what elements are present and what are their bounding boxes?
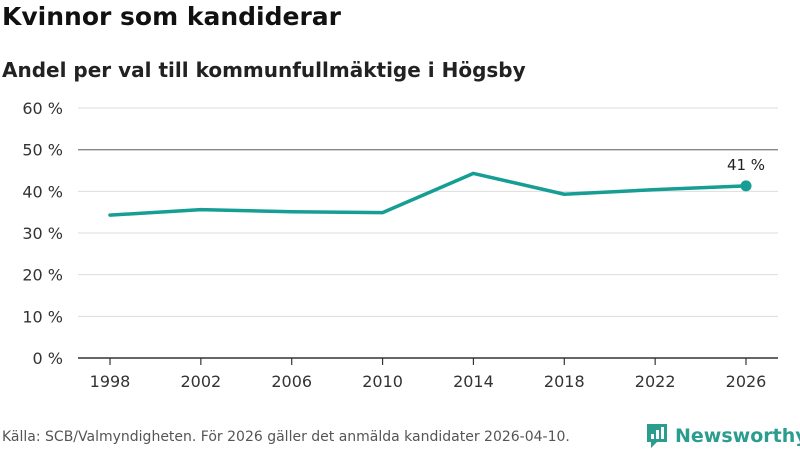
y-tick-label: 10 %	[22, 307, 63, 326]
chart-title: Kvinnor som kandiderar	[2, 2, 341, 31]
y-tick-label: 40 %	[22, 182, 63, 201]
y-axis-ticks: 0 % 10 % 20 % 30 % 40 % 50 % 60 %	[22, 99, 63, 368]
x-tick-label: 1998	[90, 372, 131, 391]
annotations: 41 %	[727, 156, 765, 174]
y-tick-label: 50 %	[22, 141, 63, 160]
source-note: Källa: SCB/Valmyndigheten. För 2026 gäll…	[2, 429, 570, 445]
y-tick-label: 30 %	[22, 224, 63, 243]
gridlines	[78, 107, 778, 317]
brand-name: Newsworthy	[675, 425, 800, 447]
brand-logo[interactable]: Newsworthy	[645, 420, 800, 452]
x-tick-label: 2010	[362, 372, 403, 391]
newsworthy-logo-icon	[647, 424, 667, 448]
y-tick-label: 60 %	[22, 99, 63, 118]
x-tick-label: 2002	[180, 372, 221, 391]
x-tick-label: 2022	[635, 372, 676, 391]
data-point-2026	[740, 180, 752, 192]
data-series	[108, 171, 752, 217]
x-tick-label: 2018	[544, 372, 585, 391]
x-tick-label: 2014	[453, 372, 494, 391]
x-axis: 1998 2002 2006 2010 2014 2018 2022 2026	[78, 357, 778, 391]
x-tick-label: 2006	[271, 372, 312, 391]
y-tick-label: 0 %	[33, 349, 63, 368]
series-line	[108, 171, 748, 217]
chart-subtitle: Andel per val till kommunfullmäktige i H…	[2, 58, 526, 82]
x-tick-label: 2026	[726, 372, 767, 391]
data-label: 41 %	[727, 156, 765, 174]
y-tick-label: 20 %	[22, 266, 63, 285]
line-chart: 0 % 10 % 20 % 30 % 40 % 50 % 60 % 1998 2002 2006…	[22, 99, 778, 391]
